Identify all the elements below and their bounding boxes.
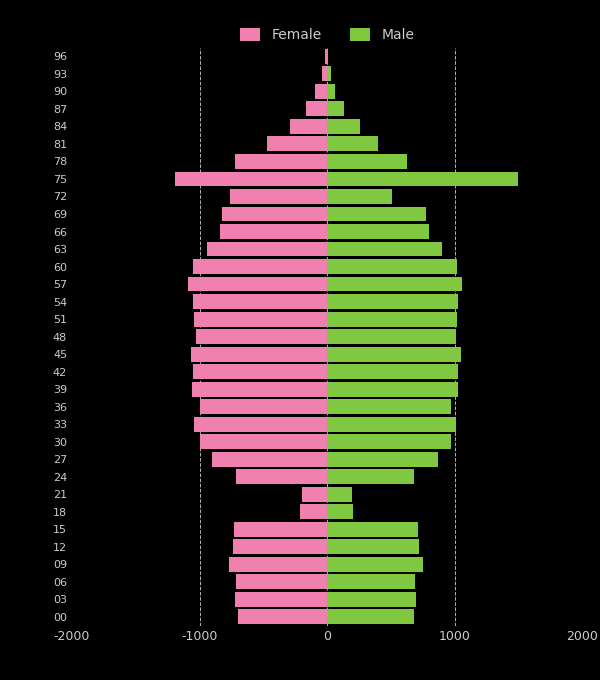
Bar: [327, 67, 331, 82]
Bar: [327, 609, 414, 624]
Bar: [236, 469, 327, 484]
Bar: [196, 329, 327, 344]
Bar: [327, 592, 416, 607]
Bar: [235, 154, 327, 169]
Bar: [327, 435, 451, 449]
Bar: [327, 364, 458, 379]
Bar: [194, 417, 327, 432]
Bar: [191, 347, 327, 362]
Bar: [327, 399, 451, 414]
Bar: [230, 189, 327, 204]
Bar: [193, 259, 327, 274]
Bar: [327, 154, 407, 169]
Bar: [315, 84, 327, 99]
Bar: [193, 294, 327, 309]
Bar: [327, 311, 457, 326]
Bar: [327, 49, 328, 64]
Bar: [199, 435, 327, 449]
Bar: [302, 487, 327, 502]
Bar: [212, 452, 327, 466]
Bar: [327, 259, 457, 274]
Bar: [188, 277, 327, 292]
Bar: [327, 522, 418, 537]
Bar: [199, 399, 327, 414]
Bar: [327, 224, 429, 239]
Bar: [193, 364, 327, 379]
Bar: [327, 557, 422, 572]
Bar: [238, 609, 327, 624]
Bar: [327, 505, 353, 520]
Bar: [267, 137, 327, 152]
Bar: [236, 575, 327, 590]
Bar: [327, 294, 458, 309]
Bar: [327, 171, 518, 186]
Bar: [327, 84, 335, 99]
Bar: [327, 101, 344, 116]
Bar: [233, 539, 327, 554]
Bar: [175, 171, 327, 186]
Bar: [327, 329, 456, 344]
Bar: [194, 311, 327, 326]
Bar: [207, 241, 327, 256]
Bar: [327, 417, 456, 432]
Bar: [325, 49, 327, 64]
Bar: [327, 277, 462, 292]
Bar: [322, 67, 327, 82]
Bar: [290, 119, 327, 134]
Bar: [192, 381, 327, 396]
Bar: [327, 207, 427, 222]
Bar: [327, 119, 359, 134]
Bar: [327, 539, 419, 554]
Bar: [327, 347, 461, 362]
Bar: [235, 592, 327, 607]
Bar: [327, 189, 392, 204]
Bar: [220, 224, 327, 239]
Bar: [300, 505, 327, 520]
Bar: [327, 381, 458, 396]
Bar: [327, 137, 378, 152]
Bar: [234, 522, 327, 537]
Bar: [229, 557, 327, 572]
Bar: [327, 241, 442, 256]
Bar: [327, 487, 352, 502]
Bar: [306, 101, 327, 116]
Bar: [327, 452, 438, 466]
Legend: Female, Male: Female, Male: [234, 22, 420, 48]
Bar: [327, 575, 415, 590]
Bar: [223, 207, 327, 222]
Bar: [327, 469, 414, 484]
